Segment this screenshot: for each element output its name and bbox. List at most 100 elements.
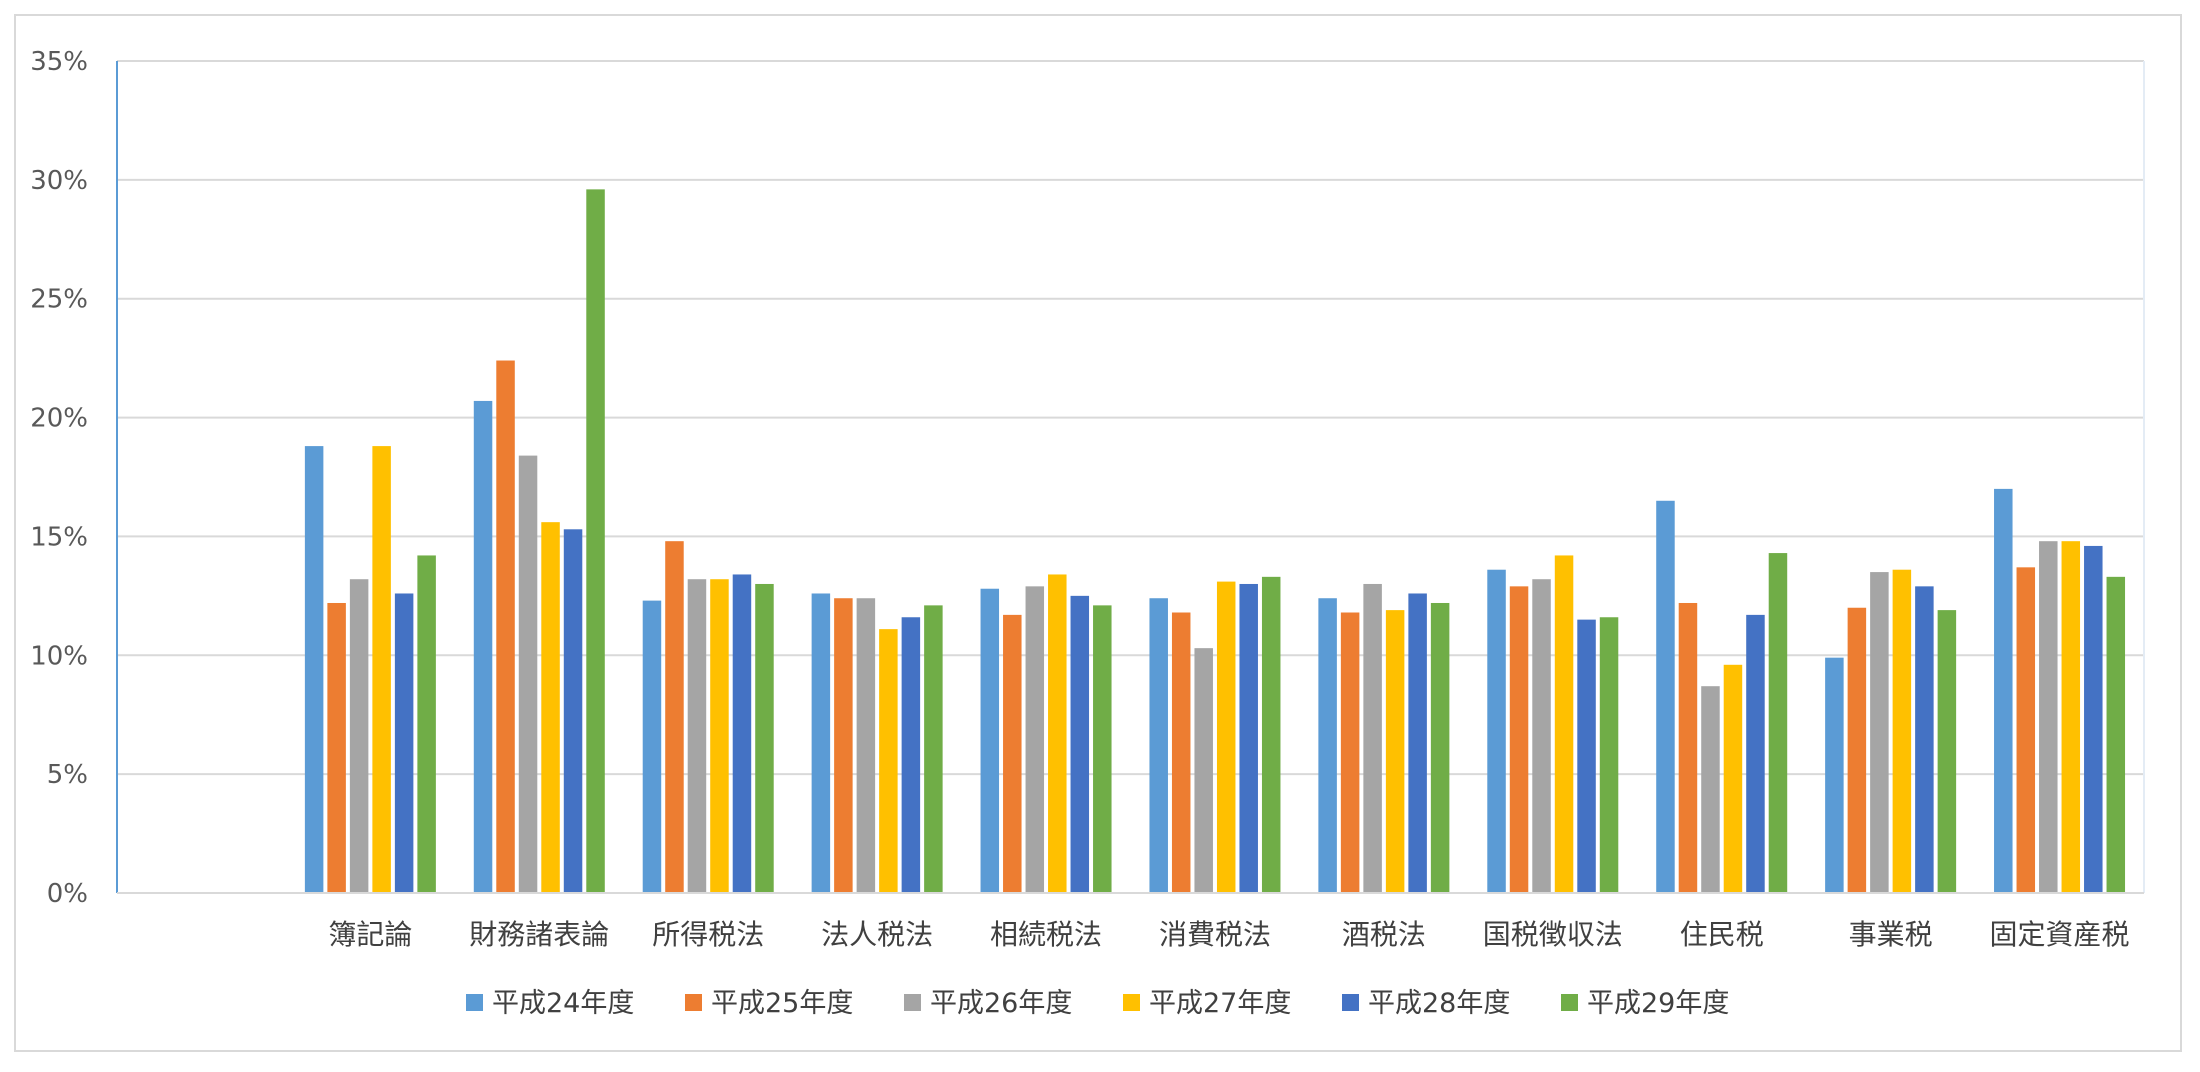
legend-swatch xyxy=(685,994,702,1011)
bar-5-5 xyxy=(1070,595,1090,893)
y-axis: 0% 5% 10% 15% 20% 25% 30% 35% xyxy=(30,47,118,909)
bar-2-3 xyxy=(665,541,684,893)
bar-5-4 xyxy=(901,617,921,893)
legend-swatch xyxy=(1123,994,1140,1011)
legend-item: 平成28年度 xyxy=(1342,988,1510,1019)
bar-3-10 xyxy=(1870,572,1889,893)
bar-6-3 xyxy=(755,583,774,893)
x-category-label: 固定資産税 xyxy=(1990,918,2130,951)
y-tick-label: 35% xyxy=(30,47,88,77)
bar-4-9 xyxy=(1723,664,1743,893)
bar-6-11 xyxy=(2106,576,2126,893)
bar-1-11 xyxy=(1994,488,2013,893)
bar-3-2 xyxy=(518,455,538,893)
bar-2-9 xyxy=(1678,602,1698,893)
bar-3-4 xyxy=(856,598,876,893)
bar-2-7 xyxy=(1340,612,1360,893)
bar-3-7 xyxy=(1363,583,1382,893)
x-category-label: 財務諸表論 xyxy=(469,918,609,951)
legend-label: 平成28年度 xyxy=(1368,988,1510,1019)
x-category-label: 住民税 xyxy=(1680,918,1764,951)
bar-5-10 xyxy=(1915,586,1934,893)
bar-5-11 xyxy=(2084,545,2103,893)
bar-1-3 xyxy=(642,600,662,893)
y-tick-label: 30% xyxy=(30,166,88,196)
bar-2-1 xyxy=(327,602,346,893)
x-axis: 簿記論 財務諸表論 所得税法 法人税法 相続税法 消費税法 酒税法 国税徴収法 住民税 事業税 固定… xyxy=(117,892,2144,951)
y-tick-label: 0% xyxy=(47,879,88,909)
legend-swatch xyxy=(466,994,483,1011)
bar-5-1 xyxy=(394,593,414,893)
x-category-label: 国税徴収法 xyxy=(1483,918,1623,951)
bar-2-8 xyxy=(1509,586,1529,893)
x-category-label: 相続税法 xyxy=(990,918,1102,951)
bar-4-11 xyxy=(2061,541,2081,893)
legend-item: 平成29年度 xyxy=(1561,988,1729,1019)
legend-label: 平成26年度 xyxy=(930,988,1072,1019)
x-category-label: 法人税法 xyxy=(821,918,933,951)
bar-5-6 xyxy=(1239,583,1258,893)
legend-label: 平成24年度 xyxy=(492,988,634,1019)
y-tick-label: 25% xyxy=(30,285,88,315)
bar-4-3 xyxy=(710,579,729,893)
bar-6-6 xyxy=(1261,576,1281,893)
bar-6-7 xyxy=(1430,602,1450,893)
bar-6-5 xyxy=(1093,605,1112,893)
bar-4-1 xyxy=(372,446,391,893)
bars xyxy=(304,189,2126,893)
bar-2-10 xyxy=(1847,607,1867,893)
bar-6-10 xyxy=(1937,610,1957,893)
legend-item: 平成24年度 xyxy=(466,988,634,1019)
bar-4-10 xyxy=(1892,569,1912,893)
bar-4-4 xyxy=(879,629,898,893)
bar-2-2 xyxy=(496,360,515,893)
y-tick-label: 15% xyxy=(30,522,88,552)
legend-label: 平成25年度 xyxy=(711,988,853,1019)
bar-2-6 xyxy=(1171,612,1191,893)
x-category-label: 酒税法 xyxy=(1342,918,1426,951)
bar-5-7 xyxy=(1408,593,1427,893)
bar-3-3 xyxy=(687,579,707,893)
legend-swatch xyxy=(1561,994,1578,1011)
x-category-label: 事業税 xyxy=(1849,918,1933,951)
bar-2-4 xyxy=(834,598,853,893)
bar-3-9 xyxy=(1701,686,1720,893)
bar-4-6 xyxy=(1216,581,1236,893)
legend-item: 平成27年度 xyxy=(1123,988,1291,1019)
legend-item: 平成25年度 xyxy=(685,988,853,1019)
bar-1-10 xyxy=(1825,657,1844,893)
bar-3-1 xyxy=(349,579,369,893)
bar-5-8 xyxy=(1577,619,1596,893)
bar-3-6 xyxy=(1194,648,1213,893)
legend-swatch xyxy=(904,994,921,1011)
bar-1-8 xyxy=(1487,569,1506,893)
bar-1-5 xyxy=(980,588,1000,893)
bar-3-11 xyxy=(2039,541,2058,893)
bar-6-9 xyxy=(1768,553,1788,893)
x-category-label: 所得税法 xyxy=(652,918,764,951)
bar-4-2 xyxy=(541,522,560,893)
y-tick-label: 5% xyxy=(47,760,88,790)
bar-6-8 xyxy=(1599,617,1619,893)
legend-label: 平成27年度 xyxy=(1149,988,1291,1019)
legend: 平成24年度 平成25年度 平成26年度 平成27年度 平成28年度 平成29年度 xyxy=(466,988,1729,1019)
legend-label: 平成29年度 xyxy=(1587,988,1729,1019)
bar-6-1 xyxy=(417,555,436,893)
bar-6-4 xyxy=(924,605,943,893)
legend-item: 平成26年度 xyxy=(904,988,1072,1019)
y-tick-label: 20% xyxy=(30,404,88,434)
bar-2-5 xyxy=(1003,614,1022,893)
x-category-label: 消費税法 xyxy=(1159,918,1271,951)
bar-3-8 xyxy=(1532,579,1551,893)
bar-1-2 xyxy=(473,400,493,893)
bar-5-3 xyxy=(732,574,752,893)
legend-swatch xyxy=(1342,994,1359,1011)
bar-4-7 xyxy=(1385,610,1405,893)
bar-5-2 xyxy=(563,529,583,893)
bar-6-2 xyxy=(586,189,605,893)
bar-4-8 xyxy=(1554,555,1574,893)
bar-1-4 xyxy=(811,593,831,893)
y-tick-label: 10% xyxy=(30,641,88,671)
bar-3-5 xyxy=(1025,586,1045,893)
